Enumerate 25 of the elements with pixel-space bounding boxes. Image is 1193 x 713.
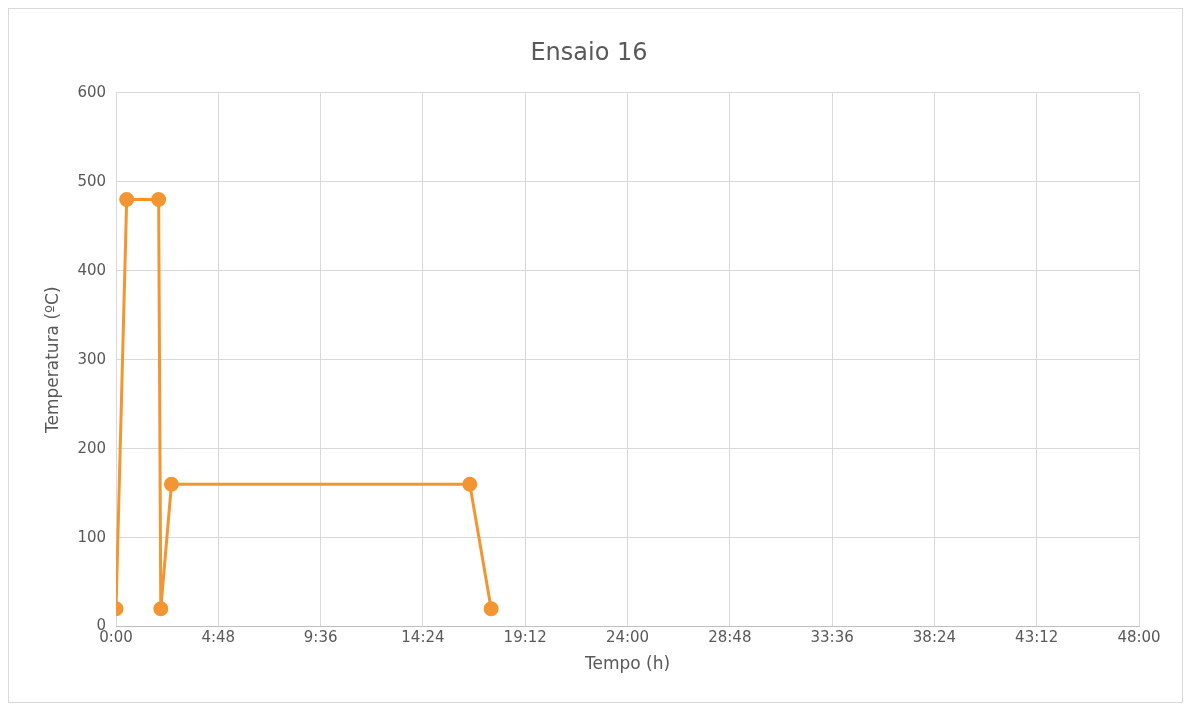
x-tick-label: 24:00	[605, 628, 650, 647]
point	[483, 601, 499, 617]
point	[151, 192, 167, 208]
x-tick-label: 33:36	[810, 628, 854, 647]
point	[462, 476, 478, 492]
x-tick-label: 14:24	[401, 628, 445, 647]
x-axis-title: Tempo (h)	[583, 653, 671, 674]
y-tick-label: 500	[77, 171, 107, 190]
x-tick-label: 43:12	[1015, 628, 1059, 647]
y-tick-label: 300	[77, 349, 107, 368]
x-tick-label: 28:48	[708, 628, 752, 647]
point	[119, 192, 135, 208]
y-tick-label: 400	[77, 260, 107, 279]
x-tick-label: 9:36	[303, 628, 338, 647]
x-tick-label: 19:12	[503, 628, 547, 647]
x-tick-label: 48:00	[1117, 628, 1161, 647]
y-tick-label: 600	[77, 82, 107, 101]
y-tick-label: 100	[77, 527, 107, 546]
y-tick-label: 200	[77, 438, 107, 457]
x-tick-label: 38:24	[912, 628, 957, 647]
chart-title: Ensaio 16	[530, 37, 648, 66]
y-axis-title: Temperatura (ºC)	[41, 286, 62, 434]
x-tick-label: 4:48	[201, 628, 236, 647]
point	[163, 476, 179, 492]
point	[153, 601, 169, 617]
